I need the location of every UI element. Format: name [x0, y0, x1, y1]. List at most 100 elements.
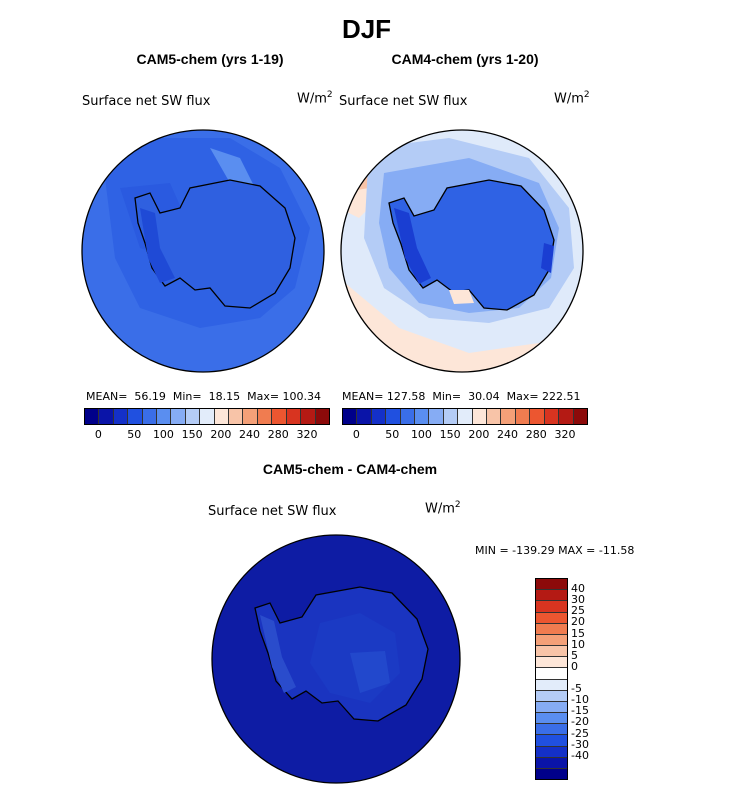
- colorbar-swatch: [371, 409, 387, 424]
- colorbar-swatch: [559, 409, 574, 424]
- colorbar-tick-label: 100: [410, 428, 432, 441]
- panel-3-colorbar-labels: 40 30 25 20 15 10 5 0 -5 -10 -15 -20 -25 -30 -40: [571, 578, 611, 778]
- colorbar-swatch: [536, 757, 567, 769]
- colorbar-tick-label: 320: [296, 428, 318, 441]
- colorbar-level-label: -40: [571, 748, 589, 762]
- colorbar-swatch: [443, 409, 459, 424]
- colorbar-level-label: 20: [571, 615, 585, 629]
- colorbar-level-label: 40: [571, 582, 585, 596]
- colorbar-swatch: [214, 409, 230, 424]
- panel-1-map: [81, 129, 325, 373]
- colorbar-level-label: -20: [571, 715, 589, 729]
- colorbar-level-label: 25: [571, 604, 585, 618]
- colorbar-swatch: [536, 668, 567, 680]
- colorbar-swatch: [536, 679, 567, 691]
- colorbar-tick-label: 150: [439, 428, 461, 441]
- panel-3-colorbar: [535, 578, 568, 780]
- colorbar-tick-label: 0: [94, 428, 102, 441]
- colorbar-level-label: 10: [571, 637, 585, 651]
- colorbar-tick-label: 50: [127, 428, 142, 441]
- colorbar-level-label: 5: [571, 648, 578, 662]
- panel-1-colorbar-ticks: 0 50 100 150 200 240 280 320: [84, 428, 328, 442]
- panel-2-stats: MEAN= 127.58 Min= 30.04 Max= 222.51: [342, 390, 581, 403]
- colorbar-swatch: [229, 409, 244, 424]
- colorbar-swatch: [415, 409, 430, 424]
- panel-3-stats: MIN = -139.29 MAX = -11.58: [475, 544, 635, 557]
- colorbar-swatch: [200, 409, 215, 424]
- colorbar-swatch: [536, 768, 567, 780]
- colorbar-swatch: [536, 724, 567, 736]
- colorbar-swatch: [257, 409, 273, 424]
- colorbar-tick-label: 0: [352, 428, 360, 441]
- colorbar-swatch: [386, 409, 401, 424]
- colorbar-level-label: -15: [571, 704, 589, 718]
- colorbar-level-label: 15: [571, 626, 585, 640]
- colorbar-tick-label: 280: [525, 428, 547, 441]
- colorbar-swatch: [536, 657, 567, 669]
- colorbar-tick-label: 200: [468, 428, 490, 441]
- colorbar-swatch: [536, 713, 567, 725]
- colorbar-tick-label: 50: [385, 428, 400, 441]
- panel-1-units: W/m2: [297, 90, 333, 107]
- colorbar-swatch: [573, 409, 587, 424]
- colorbar-swatch: [357, 409, 372, 424]
- colorbar-level-label: -5: [571, 682, 582, 696]
- panel-1-title: CAM5-chem (yrs 1-19): [136, 51, 284, 67]
- colorbar-swatch: [171, 409, 186, 424]
- colorbar-swatch: [272, 409, 287, 424]
- colorbar-swatch: [487, 409, 502, 424]
- colorbar-swatch: [85, 409, 100, 424]
- colorbar-swatch: [536, 590, 567, 602]
- colorbar-swatch: [536, 612, 567, 624]
- panel-1-stats: MEAN= 56.19 Min= 18.15 Max= 100.34: [86, 390, 322, 403]
- panel-3-map: [211, 534, 461, 784]
- colorbar-level-label: -10: [571, 693, 589, 707]
- colorbar-swatch: [315, 409, 329, 424]
- panel-2-colorbar-ticks: 0 50 100 150 200 240 280 320: [342, 428, 586, 442]
- figure-title: DJF: [341, 14, 392, 44]
- colorbar-swatch: [536, 735, 567, 747]
- panel-3-units: W/m2: [425, 500, 461, 517]
- colorbar-swatch: [157, 409, 172, 424]
- colorbar-swatch: [544, 409, 560, 424]
- colorbar-swatch: [458, 409, 473, 424]
- colorbar-level-label: 30: [571, 593, 585, 607]
- colorbar-swatch: [113, 409, 129, 424]
- colorbar-swatch: [536, 646, 567, 658]
- colorbar-swatch: [536, 690, 567, 702]
- panel-3-title: CAM5-chem - CAM4-chem: [262, 461, 438, 477]
- panel-2-field-label: Surface net SW flux: [339, 94, 468, 109]
- colorbar-swatch: [536, 701, 567, 714]
- colorbar-tick-label: 100: [152, 428, 174, 441]
- colorbar-swatch: [128, 409, 143, 424]
- colorbar-swatch: [536, 579, 567, 591]
- panel-2-title: CAM4-chem (yrs 1-20): [391, 51, 539, 67]
- colorbar-swatch: [515, 409, 531, 424]
- colorbar-swatch: [301, 409, 316, 424]
- panel-3-field-label: Surface net SW flux: [208, 504, 337, 519]
- colorbar-tick-label: 280: [267, 428, 289, 441]
- colorbar-level-label: -25: [571, 726, 589, 740]
- colorbar-tick-label: 240: [497, 428, 519, 441]
- colorbar-tick-label: 150: [181, 428, 203, 441]
- colorbar-swatch: [536, 623, 567, 635]
- colorbar-swatch: [400, 409, 416, 424]
- colorbar-swatch: [99, 409, 114, 424]
- colorbar-swatch: [536, 601, 567, 613]
- colorbar-tick-label: 240: [239, 428, 261, 441]
- colorbar-tick-label: 320: [554, 428, 576, 441]
- panel-2-colorbar: [342, 408, 588, 425]
- colorbar-swatch: [530, 409, 545, 424]
- colorbar-swatch: [142, 409, 158, 424]
- colorbar-swatch: [536, 746, 567, 758]
- colorbar-swatch: [286, 409, 302, 424]
- colorbar-swatch: [343, 409, 358, 424]
- colorbar-swatch: [501, 409, 516, 424]
- colorbar-swatch: [185, 409, 201, 424]
- panel-2-units: W/m2: [554, 90, 590, 107]
- panel-1-field-label: Surface net SW flux: [82, 94, 211, 109]
- colorbar-swatch: [243, 409, 258, 424]
- colorbar-swatch: [429, 409, 444, 424]
- colorbar-tick-label: 200: [210, 428, 232, 441]
- panel-1-colorbar: [84, 408, 330, 425]
